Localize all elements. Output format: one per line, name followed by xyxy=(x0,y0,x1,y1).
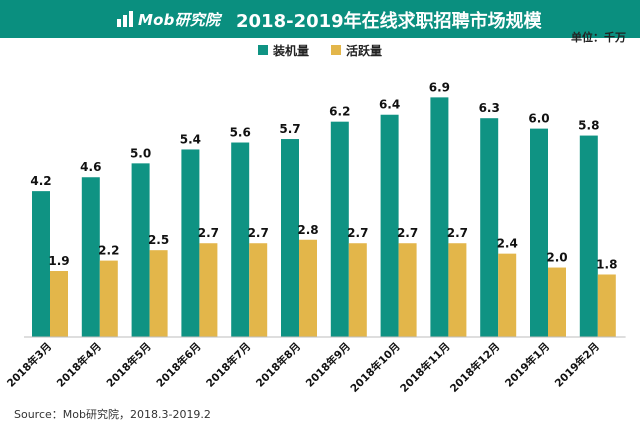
active-bar-10 xyxy=(498,253,517,337)
x-tick-label-6: 2018年8月 xyxy=(253,340,303,390)
installed-bar-2 xyxy=(81,177,100,337)
installed-bar-6 xyxy=(281,139,299,337)
installed-value-label-6: 5.7 xyxy=(279,122,300,136)
title-bar: Mob研究院 2018-2019年在线求职招聘市场规模 xyxy=(0,0,640,38)
installed-value-label-1: 4.2 xyxy=(30,174,51,188)
active-bar-4 xyxy=(199,243,218,337)
x-tick-label-10: 2018年12月 xyxy=(447,340,502,395)
x-tick-label-9: 2018年11月 xyxy=(397,340,452,395)
installed-value-label-3: 5.0 xyxy=(130,146,151,160)
x-tick-label-4: 2018年6月 xyxy=(154,340,204,390)
active-bar-3 xyxy=(149,250,168,337)
installed-bar-10 xyxy=(480,118,499,338)
source-note: Source：Mob研究院，2018.3-2019.2 xyxy=(14,408,211,421)
installed-value-label-9: 6.9 xyxy=(429,80,450,94)
legend-item-active: 活跃量 xyxy=(331,41,382,59)
installed-value-label-4: 5.4 xyxy=(180,132,201,146)
active-value-label-3: 2.5 xyxy=(148,233,169,247)
installed-bar-9 xyxy=(430,97,449,337)
x-tick-label-3: 2018年5月 xyxy=(104,340,154,390)
installed-bar-1 xyxy=(32,191,50,337)
installed-value-label-12: 5.8 xyxy=(578,119,599,133)
x-tick-label-8: 2018年10月 xyxy=(348,340,403,395)
active-bar-7 xyxy=(348,243,367,337)
x-tick-label-1: 2018年3月 xyxy=(4,340,54,390)
active-bar-5 xyxy=(249,243,268,337)
unit-label: 单位：千万 xyxy=(571,31,626,44)
installed-value-label-7: 6.2 xyxy=(329,105,350,119)
installed-bar-11 xyxy=(530,128,548,337)
active-value-label-7: 2.7 xyxy=(347,226,368,240)
active-bar-8 xyxy=(398,243,417,337)
active-value-label-8: 2.7 xyxy=(397,226,418,240)
mob-logo-icon xyxy=(117,11,133,27)
active-bar-12 xyxy=(597,274,616,337)
legend: 装机量 活跃量 xyxy=(0,41,640,59)
installed-value-label-11: 6.0 xyxy=(528,112,549,126)
active-value-label-12: 1.8 xyxy=(596,257,617,271)
brand-name: Mob研究院 xyxy=(138,10,221,29)
x-tick-label-11: 2019年1月 xyxy=(502,340,552,390)
legend-swatch-installed xyxy=(257,45,268,55)
legend-swatch-active xyxy=(331,45,341,55)
installed-value-label-5: 5.6 xyxy=(230,126,251,140)
x-tick-label-2: 2018年4月 xyxy=(54,340,104,390)
installed-bar-12 xyxy=(579,135,598,337)
active-value-label-5: 2.7 xyxy=(248,226,269,240)
active-value-label-4: 2.7 xyxy=(198,226,219,240)
active-value-label-10: 2.4 xyxy=(497,237,518,251)
installed-value-label-10: 6.3 xyxy=(479,101,500,115)
active-bar-11 xyxy=(548,267,566,337)
x-tick-label-5: 2018年7月 xyxy=(203,340,253,390)
installed-bar-3 xyxy=(131,163,150,337)
active-value-label-2: 2.2 xyxy=(98,244,119,258)
x-tick-label-12: 2019年2月 xyxy=(552,340,602,390)
legend-label-active: 活跃量 xyxy=(346,43,383,58)
brand-logo: Mob研究院 xyxy=(116,6,220,32)
active-value-label-6: 2.8 xyxy=(297,223,318,237)
installed-value-label-8: 6.4 xyxy=(379,98,400,112)
legend-item-installed: 装机量 xyxy=(257,41,309,59)
x-tick-label-7: 2018年9月 xyxy=(303,340,353,390)
active-bar-6 xyxy=(299,239,317,337)
active-value-label-9: 2.7 xyxy=(447,226,468,240)
installed-value-label-2: 4.6 xyxy=(80,160,101,174)
chart-title: 2018-2019年在线求职招聘市场规模 xyxy=(236,11,542,32)
active-value-label-1: 1.9 xyxy=(48,254,69,268)
installed-bar-5 xyxy=(231,142,250,337)
installed-bar-8 xyxy=(380,114,399,337)
active-bar-9 xyxy=(448,243,467,337)
active-value-label-11: 2.0 xyxy=(546,251,567,265)
installed-bar-7 xyxy=(330,121,349,337)
legend-label-installed: 装机量 xyxy=(272,43,309,58)
active-bar-1 xyxy=(50,271,68,337)
active-bar-2 xyxy=(99,260,118,337)
installed-bar-4 xyxy=(181,149,200,337)
